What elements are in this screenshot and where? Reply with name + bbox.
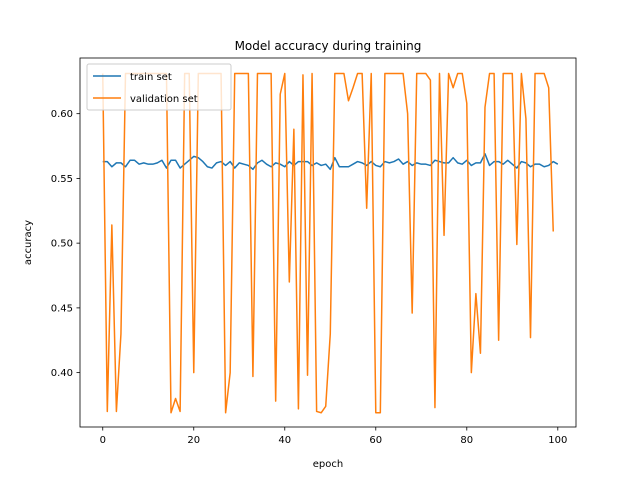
y-axis-label: accuracy — [23, 220, 34, 265]
y-axis-ticks: 0.40 0.45 0.50 0.55 0.60 — [51, 109, 80, 379]
x-tick-label: 60 — [369, 435, 382, 446]
series-line-train — [102, 153, 559, 171]
x-axis-label: epoch — [313, 459, 343, 470]
x-tick-label: 20 — [187, 435, 200, 446]
y-tick-label: 0.50 — [51, 239, 73, 250]
y-tick-label: 0.55 — [51, 174, 73, 185]
y-tick-label: 0.45 — [51, 303, 73, 314]
legend-box — [86, 63, 232, 111]
series-layer — [102, 72, 559, 414]
axes-frame — [79, 57, 577, 428]
x-tick-label: 0 — [100, 435, 106, 446]
y-tick-label: 0.60 — [51, 109, 73, 120]
x-axis-ticks: 0 20 40 60 80 100 — [100, 427, 567, 446]
y-tick-label: 0.40 — [51, 368, 73, 379]
chart-title: Model accuracy during training — [235, 39, 422, 53]
legend-label-train: train set — [130, 72, 172, 83]
legend: train set validation set — [86, 63, 232, 111]
x-tick-label: 40 — [278, 435, 291, 446]
legend-label-validation: validation set — [130, 94, 198, 105]
x-tick-label: 100 — [548, 435, 567, 446]
x-tick-label: 80 — [460, 435, 473, 446]
plot-area: 0 20 40 60 80 100 0.40 0.45 0.50 0.55 0.60 — [51, 57, 577, 446]
series-line-validation — [102, 72, 554, 414]
